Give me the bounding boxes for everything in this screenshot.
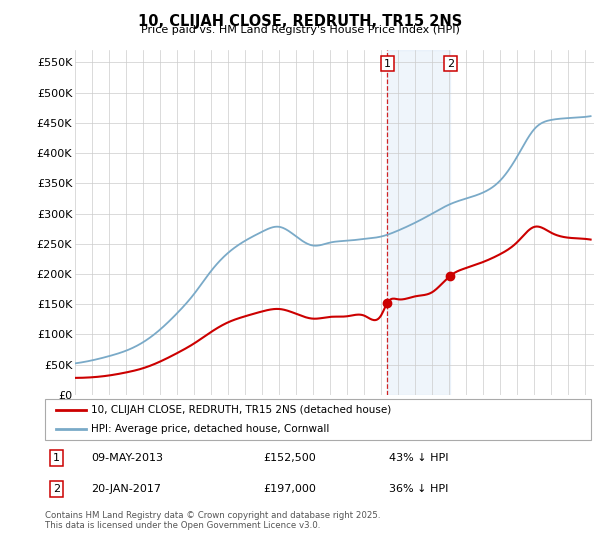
Text: £152,500: £152,500 xyxy=(263,453,316,463)
Text: HPI: Average price, detached house, Cornwall: HPI: Average price, detached house, Corn… xyxy=(91,424,330,434)
Text: £197,000: £197,000 xyxy=(263,484,316,494)
FancyBboxPatch shape xyxy=(45,399,591,440)
Text: 09-MAY-2013: 09-MAY-2013 xyxy=(91,453,163,463)
Text: 20-JAN-2017: 20-JAN-2017 xyxy=(91,484,161,494)
Text: 10, CLIJAH CLOSE, REDRUTH, TR15 2NS (detached house): 10, CLIJAH CLOSE, REDRUTH, TR15 2NS (det… xyxy=(91,405,392,415)
Text: 43% ↓ HPI: 43% ↓ HPI xyxy=(389,453,448,463)
Text: 36% ↓ HPI: 36% ↓ HPI xyxy=(389,484,448,494)
Text: 1: 1 xyxy=(53,453,60,463)
Text: Contains HM Land Registry data © Crown copyright and database right 2025.
This d: Contains HM Land Registry data © Crown c… xyxy=(45,511,380,530)
Text: 2: 2 xyxy=(53,484,61,494)
Text: 10, CLIJAH CLOSE, REDRUTH, TR15 2NS: 10, CLIJAH CLOSE, REDRUTH, TR15 2NS xyxy=(138,14,462,29)
Text: 2: 2 xyxy=(446,59,454,69)
Text: 1: 1 xyxy=(384,59,391,69)
Bar xyxy=(388,50,450,395)
Text: Price paid vs. HM Land Registry's House Price Index (HPI): Price paid vs. HM Land Registry's House … xyxy=(140,25,460,35)
